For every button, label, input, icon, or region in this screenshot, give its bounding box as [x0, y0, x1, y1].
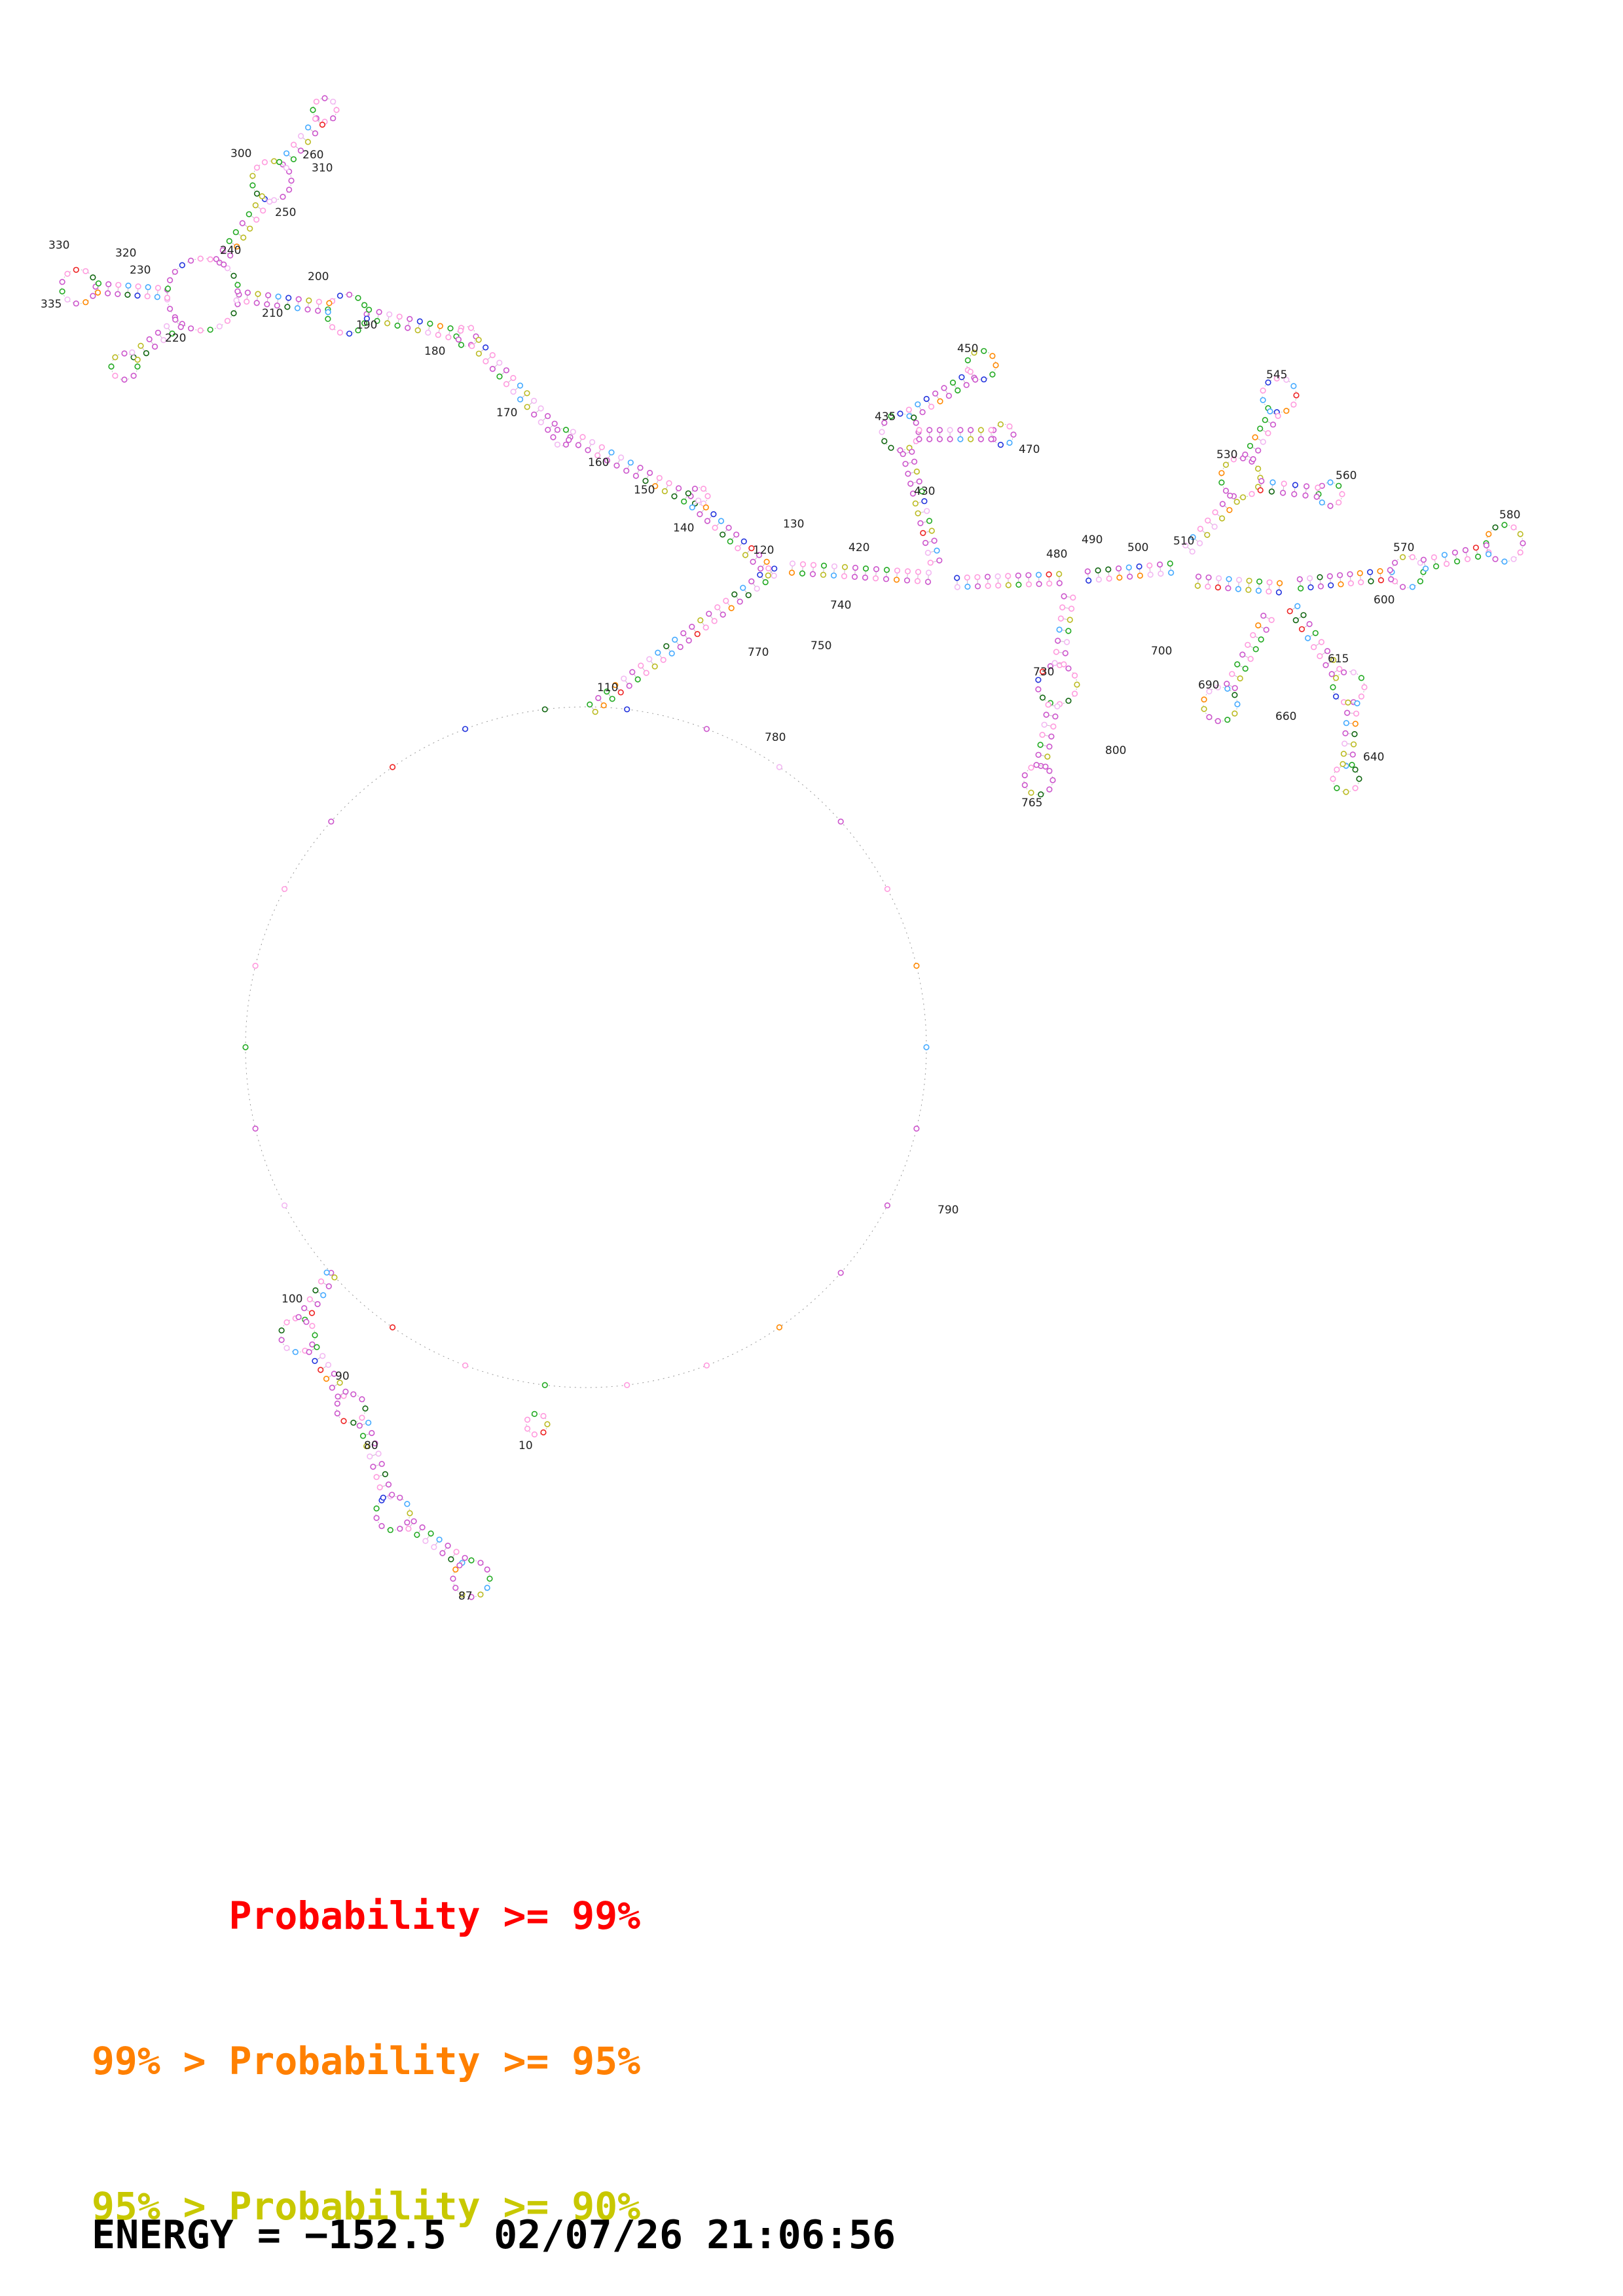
svg-text:740: 740 — [830, 599, 851, 612]
svg-text:420: 420 — [848, 541, 869, 554]
svg-text:730: 730 — [1033, 666, 1054, 679]
svg-text:220: 220 — [165, 332, 186, 345]
svg-text:780: 780 — [765, 731, 786, 744]
svg-text:500: 500 — [1127, 541, 1148, 554]
svg-text:470: 470 — [1019, 443, 1040, 456]
legend-line-p99: Probability >= 99% — [92, 1893, 641, 1938]
svg-text:640: 640 — [1363, 751, 1384, 764]
rna-structure-diagram: 100 90 80 87 10 110 120 130 140 150 160 170 180 190 20… — [41, 95, 1526, 1603]
svg-text:600: 600 — [1374, 594, 1395, 607]
svg-text:560: 560 — [1336, 469, 1357, 482]
svg-text:260: 260 — [302, 149, 323, 162]
svg-text:330: 330 — [48, 239, 69, 252]
svg-text:150: 150 — [634, 484, 655, 497]
svg-text:320: 320 — [115, 247, 136, 260]
svg-text:570: 570 — [1393, 541, 1414, 554]
svg-text:300: 300 — [230, 147, 251, 160]
svg-text:180: 180 — [424, 345, 445, 358]
svg-text:580: 580 — [1499, 509, 1520, 522]
svg-text:510: 510 — [1173, 535, 1194, 548]
svg-text:615: 615 — [1328, 653, 1349, 666]
svg-text:170: 170 — [496, 406, 517, 420]
svg-text:87: 87 — [458, 1590, 473, 1603]
svg-text:130: 130 — [783, 518, 804, 531]
svg-text:210: 210 — [262, 307, 283, 320]
svg-text:480: 480 — [1046, 548, 1067, 561]
svg-text:140: 140 — [673, 522, 694, 535]
svg-text:120: 120 — [753, 544, 774, 557]
svg-text:435: 435 — [875, 410, 896, 423]
energy-text: ENERGY = −152.5 02/07/26 21:06:56 — [92, 2212, 896, 2258]
svg-text:100: 100 — [282, 1293, 302, 1306]
svg-text:250: 250 — [275, 206, 296, 219]
svg-text:160: 160 — [588, 456, 609, 469]
svg-text:190: 190 — [356, 319, 377, 332]
svg-text:490: 490 — [1082, 533, 1103, 547]
svg-text:700: 700 — [1151, 645, 1172, 658]
svg-text:690: 690 — [1198, 679, 1219, 692]
svg-text:450: 450 — [957, 342, 978, 355]
svg-text:200: 200 — [308, 270, 329, 283]
svg-text:90: 90 — [335, 1370, 350, 1383]
svg-text:530: 530 — [1216, 448, 1237, 461]
svg-text:80: 80 — [364, 1439, 378, 1452]
probability-legend: Probability >= 99% 99% > Probability >= … — [92, 1795, 640, 2296]
svg-text:545: 545 — [1266, 368, 1287, 382]
svg-text:765: 765 — [1021, 797, 1042, 810]
svg-text:310: 310 — [312, 162, 333, 175]
svg-text:660: 660 — [1275, 710, 1296, 723]
svg-text:770: 770 — [748, 646, 769, 659]
svg-text:430: 430 — [914, 485, 935, 498]
svg-text:335: 335 — [41, 298, 62, 311]
legend-line-p95-99: 99% > Probability >= 95% — [92, 2039, 641, 2083]
svg-text:800: 800 — [1105, 744, 1126, 757]
svg-text:230: 230 — [130, 264, 151, 277]
svg-text:240: 240 — [220, 244, 241, 257]
svg-text:790: 790 — [938, 1204, 958, 1217]
svg-text:10: 10 — [519, 1439, 533, 1452]
svg-text:110: 110 — [597, 681, 618, 694]
legend-line-p90-95: 95% > Probability >= 90% — [92, 2184, 641, 2229]
svg-text:750: 750 — [811, 639, 831, 653]
